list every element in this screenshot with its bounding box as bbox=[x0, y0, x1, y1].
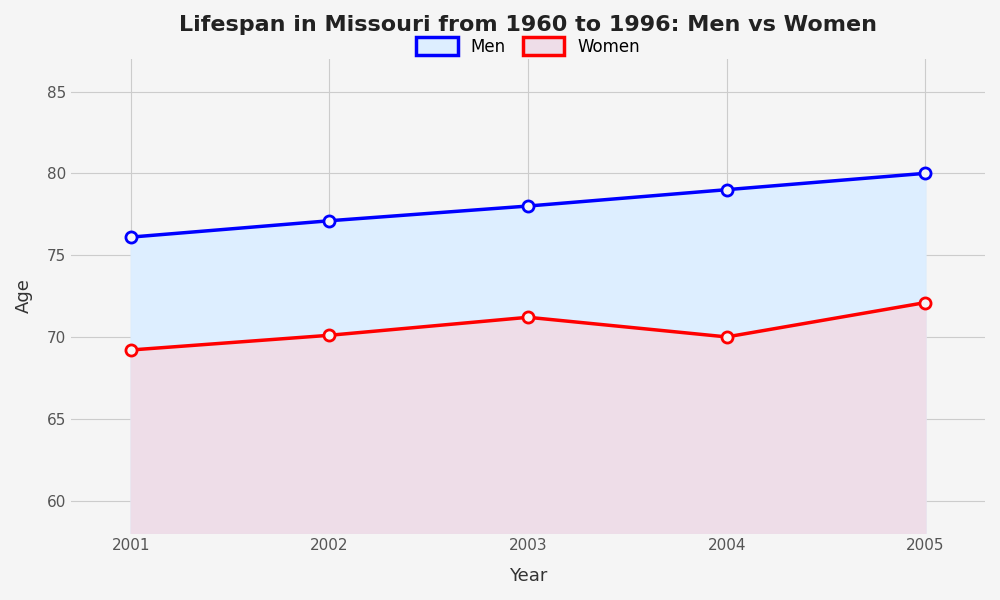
Y-axis label: Age: Age bbox=[15, 278, 33, 313]
Title: Lifespan in Missouri from 1960 to 1996: Men vs Women: Lifespan in Missouri from 1960 to 1996: … bbox=[179, 15, 877, 35]
Legend: Men, Women: Men, Women bbox=[408, 29, 649, 64]
X-axis label: Year: Year bbox=[509, 567, 547, 585]
